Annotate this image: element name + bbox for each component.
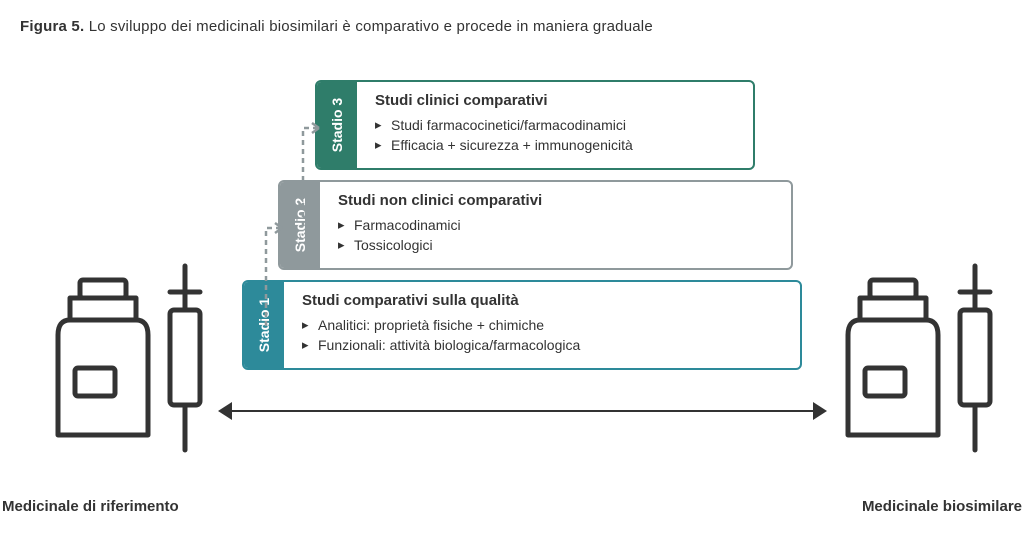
stage-1-heading: Studi comparativi sulla qualità [302, 292, 782, 309]
connector-arrow-2 [297, 122, 333, 232]
medicine-right-icon [840, 260, 1015, 455]
double-arrow-line [230, 410, 815, 412]
stage-1-bullets: Analitici: proprietà fisiche + chimiche … [302, 315, 782, 355]
diagram-area: Stadio 3 Studi clinici comparativi Studi… [20, 80, 1004, 530]
stage-3-body: Studi clinici comparativi Studi farmacoc… [357, 82, 753, 168]
medicine-left-icon [50, 260, 225, 455]
stage-2-body: Studi non clinici comparativi Farmacodin… [320, 182, 791, 268]
stage-2-heading: Studi non clinici comparativi [338, 192, 773, 209]
connector-arrow-1 [260, 222, 296, 332]
stage-2: Stadio 2 Studi non clinici comparativi F… [278, 180, 793, 270]
stage-3: Stadio 3 Studi clinici comparativi Studi… [315, 80, 755, 170]
stage-1-body: Studi comparativi sulla qualità Analitic… [284, 282, 800, 368]
stage-3-bullet: Efficacia + sicurezza + immunogenicità [375, 135, 735, 155]
figure-number: Figura 5. [20, 18, 84, 35]
stage-1: Stadio 1 Studi comparativi sulla qualità… [242, 280, 802, 370]
stage-1-bullet: Analitici: proprietà fisiche + chimiche [302, 315, 782, 335]
stage-3-bullets: Studi farmacocinetici/farmacodinamici Ef… [375, 115, 735, 155]
figure-caption: Lo sviluppo dei medicinali biosimilari è… [89, 18, 653, 35]
stage-2-bullet: Farmacodinamici [338, 215, 773, 235]
stage-2-bullet: Tossicologici [338, 235, 773, 255]
double-arrow-right-head [813, 402, 827, 420]
stage-2-bullets: Farmacodinamici Tossicologici [338, 215, 773, 255]
stage-1-bullet: Funzionali: attività biologica/farmacolo… [302, 335, 782, 355]
stage-3-heading: Studi clinici comparativi [375, 92, 735, 109]
double-arrow-left-head [218, 402, 232, 420]
medicine-right-label: Medicinale biosimilare [862, 498, 1022, 515]
figure-title: Figura 5. Lo sviluppo dei medicinali bio… [20, 18, 1004, 35]
medicine-left-label: Medicinale di riferimento [2, 498, 179, 515]
stage-3-bullet: Studi farmacocinetici/farmacodinamici [375, 115, 735, 135]
